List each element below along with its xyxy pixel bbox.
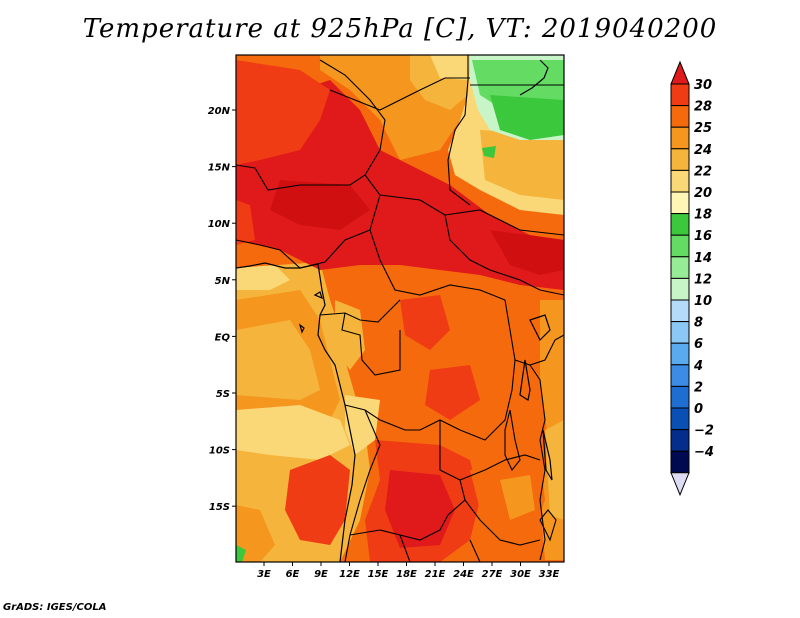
colorbar-label: 8 — [694, 316, 703, 331]
colorbar-label: 20 — [694, 186, 712, 201]
lon-label: 18E — [396, 569, 417, 580]
colorbar-bottom-triangle — [670, 472, 690, 497]
colorbar-segment — [670, 234, 690, 258]
lat-label: 10S — [209, 446, 230, 457]
colorbar-segment — [670, 83, 690, 107]
colorbar-label: 16 — [694, 229, 712, 244]
colorbar-segment — [670, 213, 690, 236]
lon-label: 24E — [453, 569, 474, 580]
colorbar-segment — [670, 105, 690, 128]
lon-label: 27E — [482, 569, 503, 580]
lat-label: 5N — [215, 276, 231, 287]
colorbar-segment — [670, 407, 690, 431]
colorbar-label: −4 — [694, 445, 714, 460]
lat-label: 5S — [216, 389, 230, 400]
lon-label: 12E — [339, 569, 360, 580]
colorbar-label: 14 — [694, 251, 712, 266]
colorbar-label: 2 — [694, 380, 703, 395]
country-borders — [236, 55, 564, 562]
colorbar-label: 12 — [694, 272, 712, 287]
lon-label: 6E — [286, 569, 300, 580]
colorbar-label: 28 — [694, 100, 712, 115]
lon-label: 21E — [425, 569, 446, 580]
colorbar-segment — [670, 126, 690, 150]
colorbar-top-triangle — [670, 60, 690, 85]
colorbar-label: 4 — [693, 359, 703, 374]
map-title: Temperature at 925hPa [C], VT: 201904020… — [82, 14, 718, 44]
colorbar-label: 24 — [694, 143, 712, 158]
colorbar-segment — [670, 256, 690, 279]
lon-label: 9E — [314, 569, 328, 580]
colorbar-segment — [670, 385, 690, 409]
lon-label: 30E — [510, 569, 531, 580]
colorbar-segment — [670, 429, 690, 452]
colorbar-label: 10 — [694, 294, 712, 309]
colorbar-segment — [670, 299, 690, 323]
lat-label: 15N — [208, 163, 231, 174]
lat-label: EQ — [215, 332, 231, 343]
colorbar-segment — [670, 148, 690, 171]
lon-label: 33E — [539, 569, 560, 580]
colorbar-label: 22 — [694, 164, 712, 179]
coastlines-lakes — [236, 59, 553, 562]
lat-label: 20N — [208, 106, 231, 117]
colorbar-segment — [670, 342, 690, 366]
temperature-field — [236, 55, 564, 562]
lon-label: 15E — [368, 569, 389, 580]
colorbar-label: −2 — [694, 424, 714, 439]
lat-label: 15S — [209, 502, 230, 513]
colorbar-segment — [670, 191, 690, 215]
colorbar-label: 25 — [694, 121, 712, 136]
colorbar-label: 6 — [694, 337, 703, 352]
software-credit: GrADS: IGES/COLA — [3, 602, 107, 613]
colorbar-segment — [670, 450, 690, 474]
colorbar-label: 30 — [694, 78, 712, 93]
map-frame — [235, 54, 565, 563]
longitude-axis: 3E 6E 9E 12E 15E 18E 21E 24E 27E 30E 33E — [257, 562, 560, 580]
colorbar-label: 18 — [694, 208, 712, 223]
colorbar-label: 0 — [694, 402, 703, 417]
colorbar-segment — [670, 321, 690, 344]
lat-label: 10N — [208, 219, 231, 230]
lon-label: 3E — [257, 569, 271, 580]
colorbar-segment — [670, 277, 690, 301]
colorbar-segment — [670, 364, 690, 387]
latitude-axis: 20N 15N 10N 5N EQ 5S 10S 15S — [208, 106, 236, 513]
colorbar-segment — [670, 169, 690, 193]
